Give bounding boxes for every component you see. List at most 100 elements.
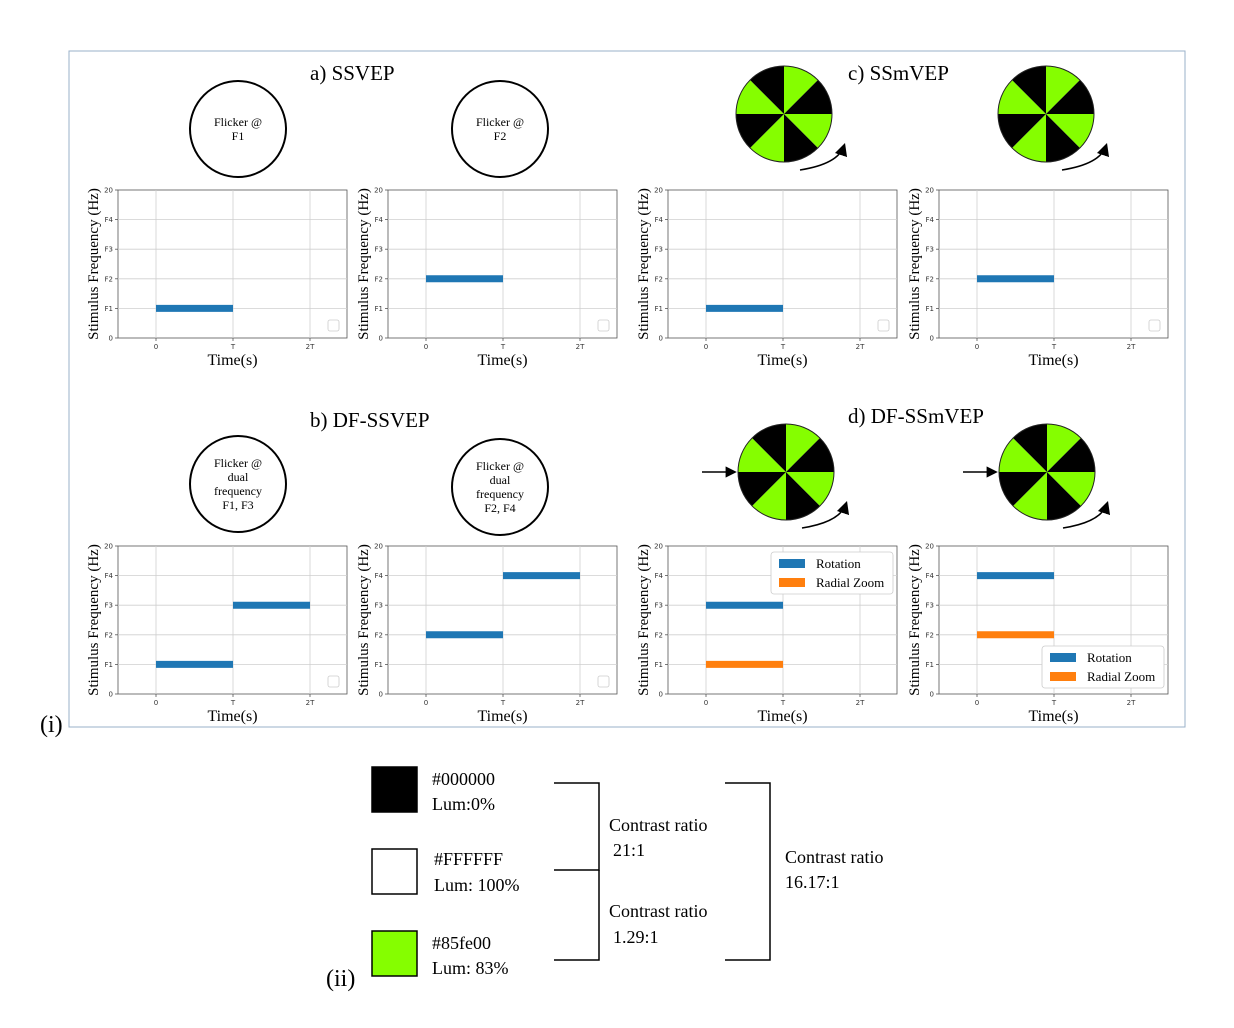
flicker-text-line: dual bbox=[490, 473, 511, 487]
plot-area bbox=[938, 189, 1169, 339]
swatch-white-hex: #FFFFFF bbox=[434, 849, 503, 869]
plot-area bbox=[387, 545, 618, 695]
y-tick-label: F4 bbox=[105, 572, 114, 580]
swatch-black-lum: Lum:0% bbox=[432, 794, 495, 814]
x-tick-label: 0 bbox=[154, 343, 158, 351]
disk-sector bbox=[1046, 114, 1080, 162]
y-axis-label: Stimulus Frequency (Hz) bbox=[356, 544, 372, 696]
x-axis-label: Time(s) bbox=[207, 708, 257, 725]
flicker-text-line: F1 bbox=[232, 129, 245, 143]
y-tick-label: F1 bbox=[655, 661, 663, 669]
x-tick-label: T bbox=[500, 699, 506, 707]
flicker-stimulus-f1: Flicker @ F1 bbox=[189, 80, 287, 178]
x-tick-label: T bbox=[1051, 699, 1057, 707]
disk-sector bbox=[998, 114, 1046, 148]
bracket-black-green bbox=[725, 782, 771, 961]
x-tick-label: T bbox=[1051, 343, 1057, 351]
disk-sector bbox=[1012, 66, 1046, 114]
flicker-text-line: frequency bbox=[476, 487, 524, 501]
disk-outline bbox=[997, 65, 1095, 163]
disk-sector bbox=[786, 438, 834, 472]
y-tick-label: F1 bbox=[375, 661, 383, 669]
contrast-bg-label: Contrast ratio bbox=[785, 847, 883, 867]
swatch-green: #85fe00 Lum: 83% bbox=[371, 930, 509, 978]
disk-sector bbox=[1046, 114, 1094, 148]
y-tick-label: F3 bbox=[926, 246, 934, 254]
y-axis-label: Stimulus Frequency (Hz) bbox=[86, 544, 102, 696]
y-tick-label: F1 bbox=[105, 305, 113, 313]
chart-b-1: 0 F1 F2 F3 F4 20 0 T 2T Time(s) Stimulus Frequency… bbox=[86, 543, 348, 725]
empty-legend bbox=[327, 319, 340, 332]
title-a: a) SSVEP bbox=[310, 61, 395, 85]
x-axis-label: Time(s) bbox=[757, 708, 807, 725]
motion-stimuli bbox=[702, 65, 1111, 529]
flicker-text-line: Flicker @ bbox=[214, 115, 262, 129]
flicker-text-line: Flicker @ bbox=[214, 456, 262, 470]
y-tick-label: 0 bbox=[379, 691, 383, 699]
disk-outline bbox=[735, 65, 833, 163]
x-tick-label: T bbox=[230, 699, 236, 707]
disk-sector bbox=[784, 66, 818, 114]
title-c: c) SSmVEP bbox=[848, 61, 949, 85]
x-axis-label: Time(s) bbox=[477, 352, 527, 369]
y-tick-label: 20 bbox=[104, 187, 113, 195]
disk-sector bbox=[738, 438, 786, 472]
flicker-text-line: frequency bbox=[214, 484, 262, 498]
contrast-wg-label: Contrast ratio bbox=[609, 901, 707, 921]
y-tick-label: 20 bbox=[104, 543, 113, 551]
disk-sector bbox=[1047, 438, 1095, 472]
x-tick-label: 2T bbox=[856, 699, 865, 707]
legend-swatch bbox=[1050, 672, 1076, 681]
x-tick-label: T bbox=[500, 343, 506, 351]
checkerboard-disk bbox=[997, 65, 1110, 171]
x-tick-label: 2T bbox=[306, 343, 315, 351]
y-tick-label: F3 bbox=[926, 602, 934, 610]
y-tick-label: F2 bbox=[655, 631, 663, 639]
contrast-bw-value: 21:1 bbox=[613, 840, 645, 860]
y-tick-label: F2 bbox=[375, 631, 383, 639]
frequency-charts: 0 F1 F2 F3 F4 20 0 T 2T Time(s) Stimulus Frequency… bbox=[86, 187, 1169, 725]
legend-label: Rotation bbox=[816, 556, 861, 571]
y-axis-label: Stimulus Frequency (Hz) bbox=[356, 188, 372, 340]
contrast-wg-value: 1.29:1 bbox=[613, 927, 659, 947]
part-ii-label: (ii) bbox=[326, 966, 355, 992]
y-tick-label: F2 bbox=[926, 275, 934, 283]
y-tick-label: F1 bbox=[926, 661, 934, 669]
part-i-frame bbox=[68, 50, 1186, 728]
y-tick-label: 0 bbox=[659, 691, 663, 699]
checkerboard-disk bbox=[963, 423, 1111, 529]
flicker-text-line: F2, F4 bbox=[484, 501, 515, 515]
legend-label: Rotation bbox=[1087, 650, 1132, 665]
plot-area bbox=[387, 189, 618, 339]
disk-sector bbox=[752, 424, 786, 472]
y-tick-label: 0 bbox=[659, 335, 663, 343]
flicker-text-line: Flicker @ bbox=[476, 459, 524, 473]
x-tick-label: T bbox=[780, 343, 786, 351]
bracket-white-green bbox=[554, 870, 600, 961]
part-i-label: (i) bbox=[40, 712, 63, 738]
disk-sector bbox=[784, 80, 832, 114]
y-tick-label: 0 bbox=[379, 335, 383, 343]
disk-sector bbox=[786, 472, 820, 520]
swatch-black-hex: #000000 bbox=[432, 769, 495, 789]
empty-legend bbox=[877, 319, 890, 332]
empty-legend bbox=[597, 675, 610, 688]
swatch-black: #000000 Lum:0% bbox=[371, 766, 495, 814]
flicker-text-line: F1, F3 bbox=[222, 498, 253, 512]
disk-sector bbox=[786, 424, 820, 472]
y-tick-label: F3 bbox=[655, 602, 663, 610]
legend-swatch bbox=[779, 578, 805, 587]
x-tick-label: T bbox=[230, 343, 236, 351]
rotation-arrow bbox=[799, 142, 848, 171]
swatch-green-box bbox=[371, 930, 418, 977]
y-tick-label: 20 bbox=[925, 187, 934, 195]
x-tick-label: 2T bbox=[576, 343, 585, 351]
y-tick-label: F1 bbox=[655, 305, 663, 313]
disk-sector bbox=[999, 438, 1047, 472]
x-tick-label: 0 bbox=[704, 699, 708, 707]
swatch-black-box bbox=[371, 766, 418, 813]
chart-c-1: 0 F1 F2 F3 F4 20 0 T 2T Time(s) Stimulus Frequency… bbox=[636, 187, 898, 369]
plot-area bbox=[117, 189, 348, 339]
x-axis-label: Time(s) bbox=[1028, 708, 1078, 725]
